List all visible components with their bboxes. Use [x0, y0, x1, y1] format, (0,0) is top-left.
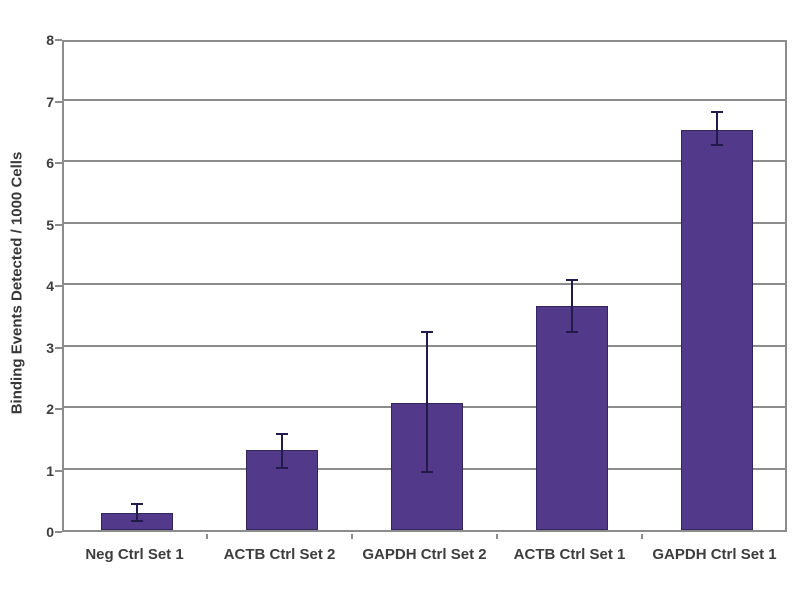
y-tick-label: 2 — [46, 401, 54, 417]
x-tick-mark — [641, 534, 643, 539]
y-tick-mark — [55, 285, 62, 287]
bar — [680, 130, 753, 530]
error-bar-bottom-cap — [275, 466, 288, 469]
y-tick-label: 1 — [46, 462, 54, 479]
y-tick-label: 6 — [46, 155, 54, 171]
category-label: ACTB Ctrl Set 1 — [513, 546, 626, 563]
gridline — [64, 283, 785, 285]
error-bar-top-cap — [130, 502, 143, 505]
y-tick-mark — [55, 469, 62, 472]
gridline — [64, 98, 785, 101]
plot-area — [62, 40, 787, 532]
y-tick-mark — [55, 346, 62, 349]
y-tick-mark — [55, 162, 62, 164]
error-bar — [135, 502, 138, 523]
error-bar-top-cap — [420, 330, 433, 333]
error-bar-bottom-cap — [130, 520, 143, 523]
category-label: GAPDH Ctrl Set 1 — [652, 546, 777, 563]
y-tick-mark — [55, 100, 62, 103]
y-tick-label: 7 — [46, 93, 54, 110]
y-tick-mark — [55, 223, 62, 226]
gridline — [64, 344, 785, 347]
y-tick-mark — [55, 408, 62, 410]
category-label: Neg Ctrl Set 1 — [85, 546, 184, 563]
error-bar-top-cap — [710, 111, 723, 114]
y-tick-label: 3 — [46, 339, 54, 356]
gridline — [64, 221, 785, 224]
y-tick-label: 5 — [46, 216, 54, 233]
error-bar — [280, 433, 283, 469]
bar — [535, 305, 608, 530]
error-bar — [570, 279, 573, 333]
error-bar-top-cap — [565, 279, 578, 282]
x-tick-mark — [206, 534, 208, 539]
category-label: ACTB Ctrl Set 2 — [223, 546, 336, 563]
error-bar-bottom-cap — [420, 470, 433, 473]
y-tick-label: 4 — [46, 278, 54, 294]
y-tick-mark — [55, 531, 62, 533]
x-tick-mark — [496, 534, 498, 539]
error-bar-top-cap — [275, 433, 288, 436]
y-tick-label: 0 — [46, 524, 54, 540]
y-tick-mark — [55, 39, 62, 41]
error-bar-bottom-cap — [710, 144, 723, 147]
error-bar-bottom-cap — [565, 330, 578, 333]
x-tick-mark — [351, 534, 353, 539]
error-bar — [715, 111, 718, 147]
y-tick-label: 8 — [46, 32, 54, 48]
category-label: GAPDH Ctrl Set 2 — [362, 546, 487, 563]
error-bar — [425, 330, 428, 473]
gridline — [64, 160, 785, 162]
